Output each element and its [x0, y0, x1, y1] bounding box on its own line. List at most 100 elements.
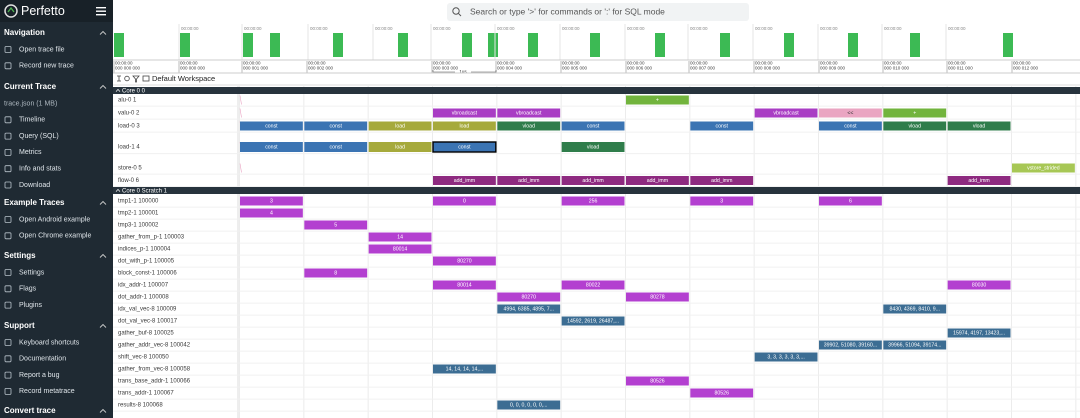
menu-item[interactable]: Documentation	[19, 356, 66, 363]
menu-item[interactable]: Settings	[19, 269, 45, 276]
section-title[interactable]: Convert trace	[4, 406, 56, 415]
menu-item[interactable]: Download	[19, 182, 50, 189]
slice[interactable]	[240, 208, 303, 218]
slice[interactable]	[432, 141, 497, 153]
track-name[interactable]: tmp1-1 100000	[118, 199, 159, 205]
slice[interactable]	[240, 196, 303, 206]
track-name[interactable]: valu-0 2	[118, 111, 140, 117]
track-name[interactable]: dot_val_vec-8 100017	[118, 319, 178, 325]
slice[interactable]	[240, 142, 303, 152]
slice[interactable]	[497, 304, 561, 314]
slice[interactable]	[947, 121, 1011, 131]
group-title[interactable]: Core 0 Scratch 1	[122, 188, 168, 194]
slice[interactable]	[883, 340, 947, 350]
track-name[interactable]: trans_addr-1 100067	[118, 391, 174, 397]
group-title[interactable]: Core 0 0	[122, 88, 146, 94]
slice[interactable]	[497, 400, 561, 410]
menu-item[interactable]: Record new trace	[19, 63, 74, 70]
slice[interactable]	[883, 108, 947, 118]
section-title[interactable]: Example Traces	[4, 198, 65, 207]
slice[interactable]	[819, 196, 882, 206]
menu-item[interactable]: Plugins	[19, 302, 42, 309]
menu-item[interactable]: Open trace file	[19, 46, 65, 53]
section-chevron[interactable]	[99, 200, 107, 205]
track-name[interactable]: idx_addr-1 100007	[118, 283, 169, 289]
slice[interactable]	[819, 121, 882, 131]
slice[interactable]	[433, 256, 496, 266]
menu-item[interactable]: Info and stats	[19, 166, 62, 173]
slice[interactable]	[561, 121, 625, 131]
slice[interactable]	[947, 280, 1011, 290]
slice[interactable]	[690, 176, 754, 185]
slice[interactable]	[690, 196, 754, 206]
slice[interactable]	[368, 142, 432, 152]
slice[interactable]	[368, 244, 432, 254]
slice[interactable]	[819, 108, 882, 118]
track-name[interactable]: tmp3-1 100002	[118, 223, 159, 229]
slice[interactable]	[561, 316, 625, 326]
slice[interactable]	[626, 376, 689, 386]
slice[interactable]	[819, 340, 882, 350]
section-chevron[interactable]	[99, 30, 107, 35]
menu-item[interactable]: Metrics	[19, 149, 42, 156]
slice[interactable]	[433, 280, 496, 290]
track-name[interactable]: results-8 100068	[118, 403, 163, 409]
slice[interactable]	[561, 176, 625, 185]
section-chevron[interactable]	[99, 84, 107, 89]
track-name[interactable]: gather_buf-8 100025	[118, 331, 174, 337]
track-name[interactable]: flow-0 6	[118, 178, 140, 184]
slice[interactable]	[497, 121, 561, 131]
slice[interactable]	[883, 121, 947, 131]
section-title[interactable]: Settings	[4, 251, 36, 260]
group-chevron[interactable]	[115, 88, 121, 92]
slice[interactable]	[304, 268, 368, 278]
section-title[interactable]: Navigation	[4, 28, 45, 37]
slice[interactable]	[626, 176, 689, 185]
track-name[interactable]: load-1 4	[118, 145, 140, 151]
section-title[interactable]: Current Trace	[4, 82, 57, 91]
menu-item[interactable]: Keyboard shortcuts	[19, 339, 80, 346]
track-name[interactable]: gather_from_p-1 100003	[118, 235, 185, 241]
track-name[interactable]: tmp2-1 100001	[118, 211, 159, 217]
slice[interactable]	[690, 388, 754, 398]
track-name[interactable]: alu-0 1	[118, 98, 137, 104]
pin-icon[interactable]	[124, 75, 130, 82]
slice[interactable]	[690, 121, 754, 131]
track-name[interactable]: load-0 3	[118, 124, 140, 130]
slice[interactable]	[1012, 163, 1075, 173]
track-name[interactable]: trans_base_addr-1 100066	[118, 379, 191, 385]
slice[interactable]	[497, 108, 561, 118]
track-name[interactable]: gather_from_vec-8 100058	[118, 367, 191, 373]
slice[interactable]	[561, 142, 625, 152]
track-name[interactable]: block_const-1 100006	[118, 271, 177, 277]
menu-item[interactable]: Query (SQL)	[19, 133, 59, 140]
track-name[interactable]: shift_vec-8 100050	[118, 355, 169, 361]
slice[interactable]	[433, 121, 496, 131]
menu-item[interactable]: Timeline	[19, 117, 45, 124]
slice[interactable]	[883, 304, 947, 314]
track-name[interactable]: idx_val_vec-8 100009	[118, 307, 177, 313]
menu-item[interactable]: Flags	[19, 286, 37, 293]
filter-icon[interactable]	[132, 75, 140, 83]
slice[interactable]	[626, 292, 689, 302]
slice[interactable]	[368, 232, 432, 242]
slice[interactable]	[497, 176, 561, 185]
workspace-name[interactable]: Default Workspace	[152, 74, 215, 83]
slice[interactable]	[754, 352, 818, 362]
slice[interactable]	[626, 95, 689, 105]
slice[interactable]	[433, 196, 496, 206]
section-chevron[interactable]	[99, 408, 107, 413]
menu-item[interactable]: Report a bug	[19, 372, 60, 379]
search-box[interactable]	[447, 3, 749, 21]
workspace-icon[interactable]	[142, 75, 150, 82]
slice[interactable]	[433, 108, 496, 118]
slice[interactable]	[561, 196, 625, 206]
menu-item[interactable]: Open Chrome example	[19, 233, 91, 240]
hamburger[interactable]	[96, 7, 106, 16]
slice[interactable]	[433, 364, 496, 374]
section-title[interactable]: Support	[4, 321, 35, 330]
slice[interactable]	[433, 176, 496, 185]
section-chevron[interactable]	[99, 323, 107, 328]
track-name[interactable]: dot_with_p-1 100005	[118, 259, 175, 265]
track-name[interactable]: store-0 5	[118, 166, 142, 172]
